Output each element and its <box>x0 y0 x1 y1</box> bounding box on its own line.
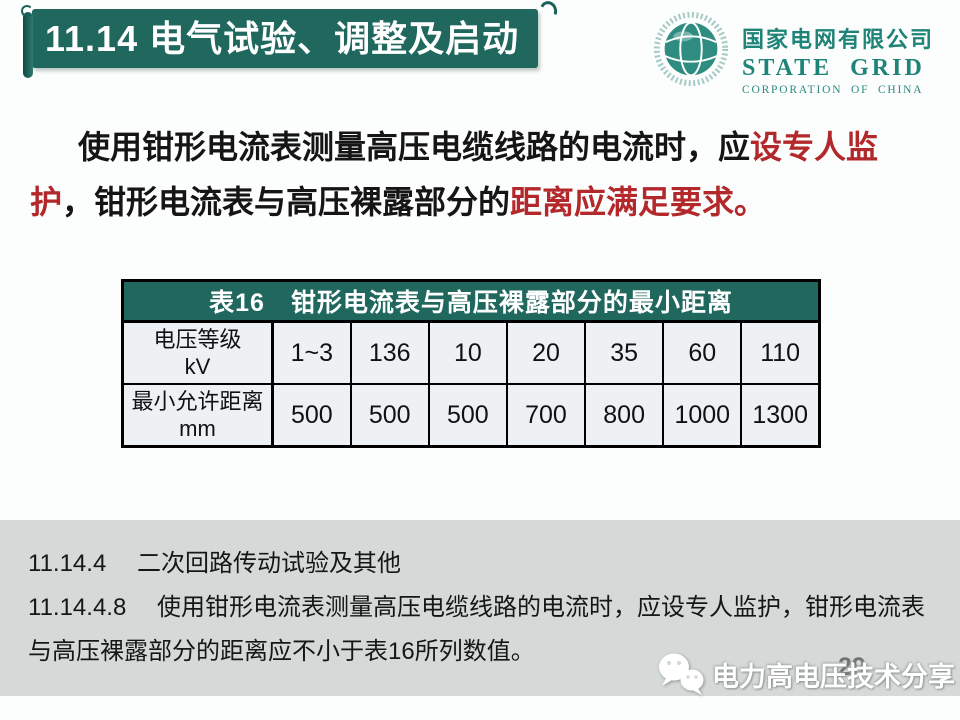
row-header-unit: kV <box>184 354 211 379</box>
table-row-distance: 最小允许距离 mm 500 500 500 700 800 1000 1300 <box>121 383 821 448</box>
wechat-icon <box>659 653 704 695</box>
table-cell: 10 <box>427 320 508 385</box>
table-cell: 500 <box>271 383 352 448</box>
row-header-distance: 最小允许距离 mm <box>121 383 274 448</box>
banner-curl-ornament <box>537 0 560 23</box>
logo-company-en: STATE GRID <box>742 55 925 81</box>
row-header-label: 电压等级 <box>153 327 242 352</box>
table-cell: 500 <box>349 383 430 448</box>
paragraph-highlight: 距离应满足要求。 <box>510 184 767 220</box>
page-number: 29 <box>838 653 866 681</box>
table-cell: 1000 <box>662 383 743 448</box>
page-title: 11.14 电气试验、调整及启动 <box>45 18 520 59</box>
row-header-label: 最小允许距离 <box>131 389 264 414</box>
table-cell: 20 <box>505 320 587 385</box>
table-cell: 500 <box>427 383 508 448</box>
note-clause-line-1: 11.14.4.8 使用钳形电流表测量高压电缆线路的电流时，应设专人监护，钳形电… <box>28 594 925 621</box>
section-title-banner: 11.14 电气试验、调整及启动 <box>32 9 538 68</box>
globe-icon <box>653 11 729 87</box>
state-grid-logo: 国家电网有限公司 STATE GRID CORPORATION OF CHINA <box>650 8 934 96</box>
watermark: 29 电力高电压技术分享 <box>656 648 955 698</box>
table-row-voltage: 电压等级 kV 1~3 136 10 20 35 60 110 <box>121 320 821 385</box>
note-heading: 11.14.4 二次回路传动试验及其他 <box>28 550 401 577</box>
table-cell: 60 <box>662 320 743 385</box>
paragraph-line-1: 使用钳形电流表测量高压电缆线路的电流时，应设专人监 <box>30 120 940 175</box>
banner-pill-ornament <box>23 12 33 78</box>
row-header-unit: mm <box>179 416 216 441</box>
table-cell: 1~3 <box>271 320 352 385</box>
regulation-notes-panel: 11.14.4 二次回路传动试验及其他 11.14.4.8 使用钳形电流表测量高… <box>0 520 960 696</box>
table-title: 表16 钳形电流表与高压裸露部分的最小距离 <box>121 279 821 323</box>
logo-company-cn: 国家电网有限公司 <box>742 27 935 52</box>
paragraph-line-2: 护，钳形电流表与高压裸露部分的距离应满足要求。 <box>30 175 940 230</box>
banner-hook-ornament <box>21 5 33 17</box>
paragraph-highlight: 护 <box>30 184 63 220</box>
paragraph-text: 使用钳形电流表测量高压电缆线路的电流时，应 <box>78 129 751 165</box>
main-paragraph: 使用钳形电流表测量高压电缆线路的电流时，应设专人监 护，钳形电流表与高压裸露部分… <box>30 120 940 230</box>
table-cell: 110 <box>740 320 821 385</box>
table-cell: 1300 <box>740 383 821 448</box>
table-cell: 136 <box>349 320 430 385</box>
table-cell: 800 <box>584 383 665 448</box>
logo-company-en-sub: CORPORATION OF CHINA <box>742 84 924 96</box>
watermark-text: 电力高电压技术分享 <box>712 662 955 692</box>
table-cell: 35 <box>584 320 665 385</box>
paragraph-text: ，钳形电流表与高压裸露部分的 <box>62 184 511 220</box>
table-cell: 700 <box>505 383 587 448</box>
note-clause-line-2: 与高压裸露部分的距离应不小于表16所列数值。 <box>28 638 535 665</box>
table-title-row: 表16 钳形电流表与高压裸露部分的最小距离 <box>121 279 821 323</box>
paragraph-highlight: 设专人监 <box>750 129 879 165</box>
row-header-voltage: 电压等级 kV <box>121 320 274 385</box>
min-distance-table: 表16 钳形电流表与高压裸露部分的最小距离 电压等级 kV 1~3 136 10… <box>121 279 821 448</box>
logo-text: 国家电网有限公司 STATE GRID CORPORATION OF CHINA <box>742 8 934 96</box>
